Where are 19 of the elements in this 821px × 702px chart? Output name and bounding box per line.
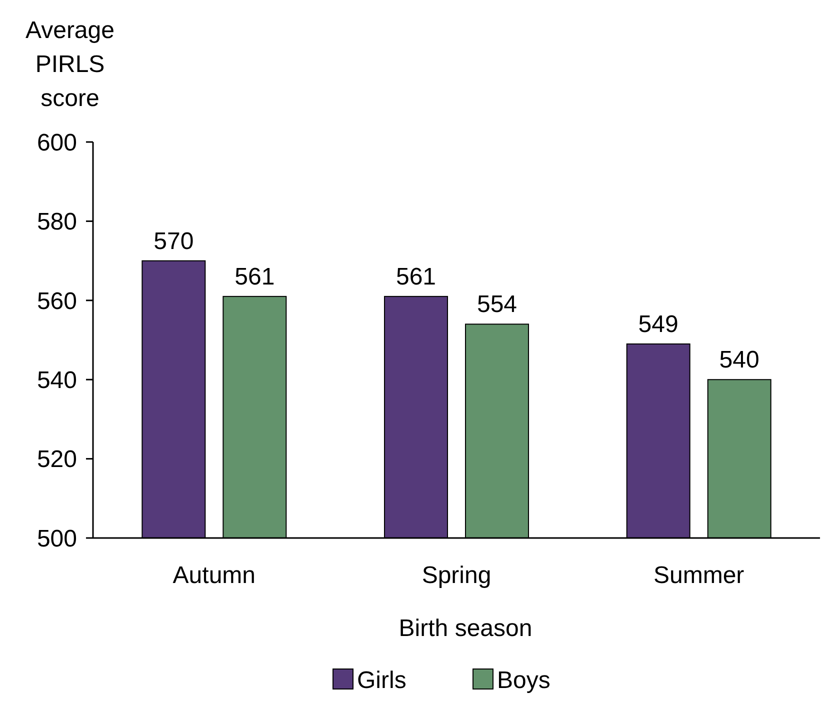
- data-label: 570: [154, 228, 194, 255]
- data-label: 554: [476, 291, 518, 318]
- x-tick-label: Summer: [653, 562, 744, 589]
- data-label: 561: [396, 263, 436, 290]
- y-tick-label: 500: [36, 525, 77, 552]
- y-tick-label: 580: [36, 208, 77, 236]
- y-tick-label: 540: [36, 367, 77, 394]
- legend-label: Girls: [357, 667, 406, 694]
- data-label: 561: [234, 263, 275, 290]
- y-tick-label: 600: [36, 129, 77, 156]
- x-tick-label: Spring: [422, 562, 492, 589]
- x-tick-label: Autumn: [172, 562, 256, 589]
- data-label: 540: [719, 346, 760, 374]
- y-axis-title: Average PIRLS score: [26, 17, 114, 112]
- legend-label: Boys: [497, 667, 550, 694]
- y-tick-label: 560: [36, 288, 77, 315]
- y-tick-label: 520: [36, 446, 77, 474]
- x-axis-title: Birth season: [398, 615, 532, 642]
- data-label: 549: [638, 310, 678, 338]
